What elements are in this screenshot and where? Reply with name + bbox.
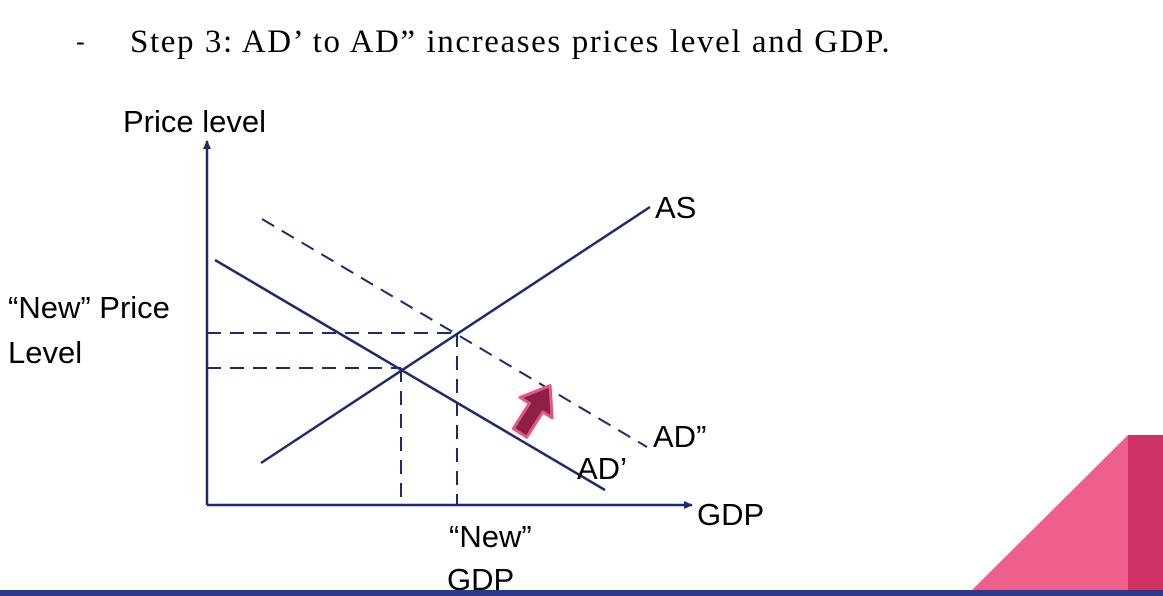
as-curve-label: AS xyxy=(655,190,696,225)
x-axis-label: GDP xyxy=(697,497,764,532)
corner-accent-light xyxy=(972,435,1163,590)
new-gdp-label-line-1: “New” xyxy=(449,519,532,554)
ad-double-prime-label: AD” xyxy=(653,419,706,454)
y-axis-label: Price level xyxy=(123,104,266,139)
bullet-point: - Step 3: AD’ to AD” increases prices le… xyxy=(76,14,891,70)
shift-arrow xyxy=(511,384,554,439)
corner-accent-dark xyxy=(1128,435,1163,590)
bullet-text: Step 3: AD’ to AD” increases prices leve… xyxy=(130,23,892,60)
new-price-level-label-line-2: Level xyxy=(8,335,82,370)
bullet-marker: - xyxy=(76,27,87,56)
ad-prime-label: AD’ xyxy=(577,451,627,486)
bottom-bar xyxy=(0,590,1163,596)
ad-double-prime-curve xyxy=(261,218,648,448)
new-price-level-label-line-1: “New” Price xyxy=(8,290,170,325)
as-curve xyxy=(260,205,651,465)
ad-prime-curve xyxy=(214,258,606,492)
